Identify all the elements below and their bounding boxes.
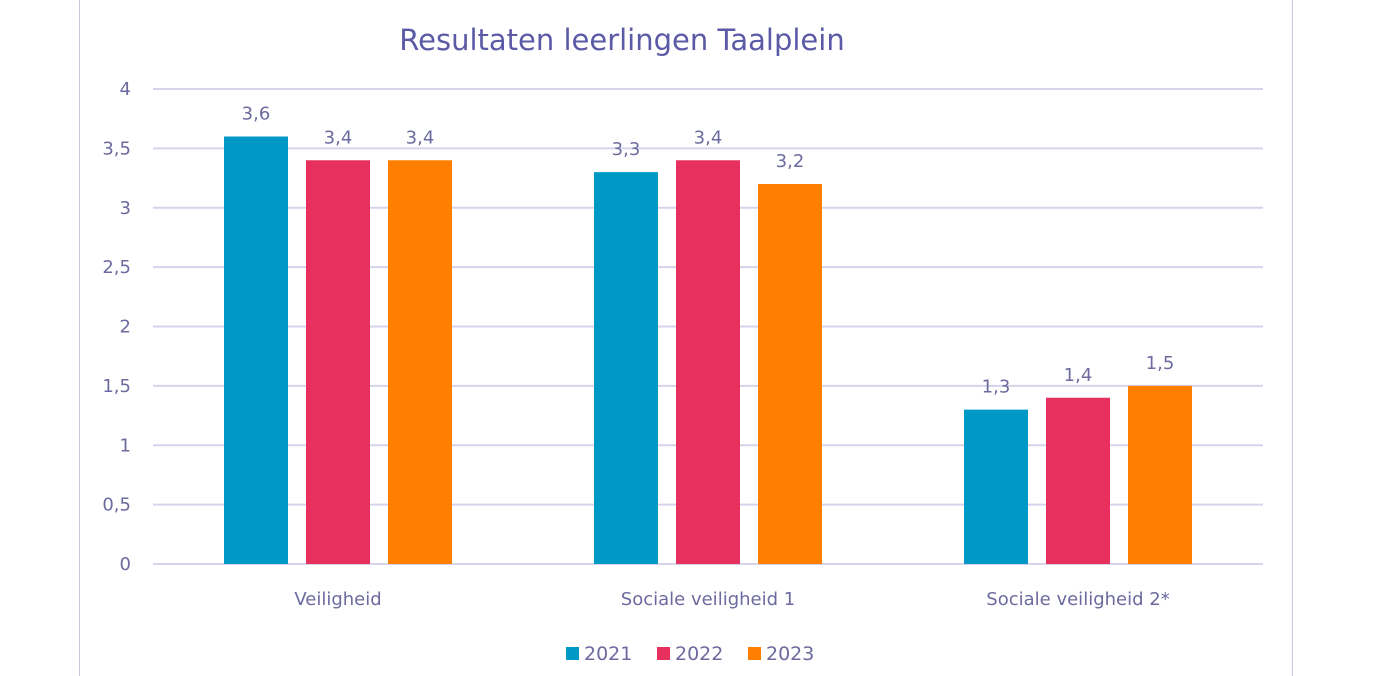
data-label: 3,4 xyxy=(406,127,435,148)
y-tick-label: 3,5 xyxy=(102,138,131,159)
legend-label: 2022 xyxy=(675,643,723,665)
data-label: 1,3 xyxy=(982,377,1011,398)
data-label: 3,4 xyxy=(694,127,723,148)
bar-2022-3 xyxy=(1046,397,1110,564)
data-label: 1,5 xyxy=(1146,353,1175,374)
y-tick-label: 0,5 xyxy=(102,495,131,516)
bar-2022-2 xyxy=(676,160,740,564)
y-axis-ticks: 0 0,5 1 1,5 2 2,5 3 3,5 4 xyxy=(102,79,131,575)
bar-2021-2 xyxy=(594,172,658,564)
bar-2021-3 xyxy=(964,409,1028,564)
x-category-label: Sociale veiligheid 1 xyxy=(621,589,795,610)
legend-swatch-2023 xyxy=(748,647,761,660)
bar-2023-2 xyxy=(758,184,822,564)
y-tick-label: 4 xyxy=(120,79,131,100)
bar-2021-1 xyxy=(224,136,288,564)
bars xyxy=(224,136,1192,564)
y-tick-label: 2,5 xyxy=(102,257,131,278)
data-label: 3,3 xyxy=(612,139,641,160)
chart-title: Resultaten leerlingen Taalplein xyxy=(399,23,844,57)
bar-2023-1 xyxy=(388,160,452,564)
data-label: 1,4 xyxy=(1064,365,1093,386)
data-label: 3,6 xyxy=(242,104,271,125)
y-tick-label: 1 xyxy=(120,435,131,456)
legend-label: 2021 xyxy=(584,643,632,665)
y-tick-label: 2 xyxy=(120,317,131,338)
legend: 2021 2022 2023 xyxy=(566,643,814,665)
y-tick-label: 0 xyxy=(120,554,131,575)
x-category-label: Veiligheid xyxy=(294,589,381,610)
bar-2023-3 xyxy=(1128,385,1192,564)
y-tick-label: 3 xyxy=(120,198,131,219)
data-label: 3,4 xyxy=(324,127,353,148)
data-label: 3,2 xyxy=(776,151,805,172)
legend-label: 2023 xyxy=(766,643,814,665)
bar-2022-1 xyxy=(306,160,370,564)
legend-swatch-2022 xyxy=(657,647,670,660)
legend-swatch-2021 xyxy=(566,647,579,660)
x-category-label: Sociale veiligheid 2* xyxy=(986,589,1169,610)
data-labels: 3,6 3,4 3,4 3,3 3,4 3,2 1,3 1,4 1,5 xyxy=(242,104,1175,398)
y-tick-label: 1,5 xyxy=(102,376,131,397)
x-axis-categories: Veiligheid Sociale veiligheid 1 Sociale ve… xyxy=(294,589,1169,610)
